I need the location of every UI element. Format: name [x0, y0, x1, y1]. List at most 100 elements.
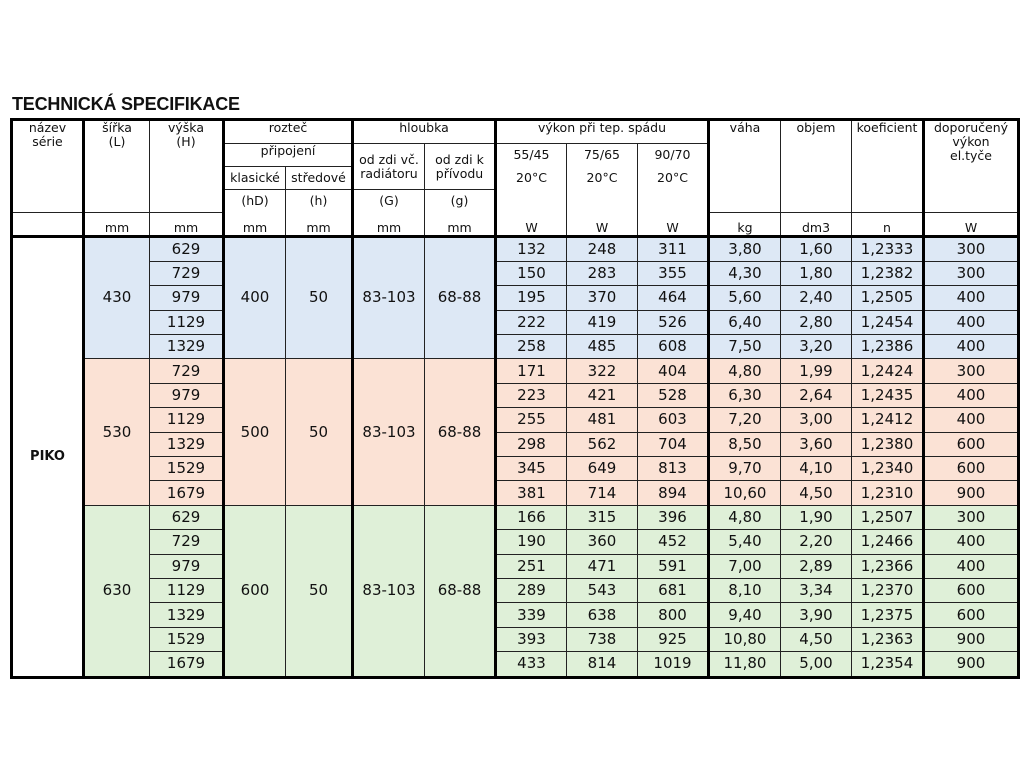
cell-75-65: 738: [566, 626, 638, 653]
cell-doporuceny: 600: [922, 456, 1019, 482]
cell-doporuceny: 300: [922, 358, 1019, 384]
cell-koeficient: 1,2382: [851, 260, 924, 287]
table-row: 630 629 600 50 83-103 68-88 166 315 396 4,80 1,90 1…: [12, 504, 1019, 678]
cell-vaha: 8,10: [707, 577, 781, 604]
table-body: PIKO 430 629 400 50 83-103 68-88 132 248 311 3,80 1…: [11, 235, 1019, 678]
cell-objem: 5,00: [780, 651, 852, 678]
cell-75-65: 471: [566, 553, 638, 579]
cell-objem: 4,50: [780, 480, 852, 506]
cell-doporuceny: 400: [922, 334, 1019, 360]
cell-vyska: 979: [149, 382, 224, 409]
cell-vaha: 6,30: [707, 382, 781, 409]
cell-55-45: 150: [494, 260, 567, 287]
cell-vaha: 3,80: [707, 235, 781, 262]
table-row: 1129 289 543 681 8,10 3,34 1,2370 600: [12, 577, 1019, 604]
cell-od-zdi-k: 68-88: [424, 235, 496, 360]
col-vykon: výkon při tep. spádu: [494, 119, 709, 144]
cell-od-zdi-vc: 83-103: [351, 235, 425, 360]
cell-vaha: 7,20: [707, 407, 781, 433]
cell-90-70: 1019: [637, 651, 709, 678]
cell-od-zdi-k: 68-88: [424, 504, 496, 678]
cell-90-70: 464: [637, 285, 709, 311]
cell-objem: 1,60: [780, 235, 852, 262]
cell-75-65: 814: [566, 651, 638, 678]
cell-vaha: 6,40: [707, 309, 781, 336]
cell-vyska: 979: [149, 553, 224, 579]
col-90-70: 90/70: [637, 143, 709, 167]
table-row: 1529 393 738 925 10,80 4,50 1,2363 900: [12, 626, 1019, 653]
cell-55-45: 339: [494, 602, 567, 628]
cell-od-zdi-vc: 83-103: [351, 504, 425, 678]
cell-90-70: 311: [637, 235, 709, 262]
cell-objem: 2,64: [780, 382, 852, 409]
cell-koeficient: 1,2340: [851, 456, 924, 482]
cell-objem: 3,90: [780, 602, 852, 628]
cell-objem: 3,60: [780, 431, 852, 458]
cell-doporuceny: 600: [922, 431, 1019, 458]
cell-objem: 1,99: [780, 358, 852, 384]
cell-doporuceny: 300: [922, 260, 1019, 287]
cell-doporuceny: 300: [922, 235, 1019, 262]
cell-objem: 2,20: [780, 529, 852, 555]
cell-75-65: 649: [566, 456, 638, 482]
cell-55-45: 258: [494, 334, 567, 360]
cell-55-45: 393: [494, 626, 567, 653]
cell-75-65: 283: [566, 260, 638, 287]
col-od-zdi-vc: od zdi vč. radiátoru: [351, 143, 425, 190]
cell-vyska: 1529: [149, 456, 224, 482]
cell-55-45: 195: [494, 285, 567, 311]
cell-koeficient: 1,2375: [851, 602, 924, 628]
cell-objem: 2,89: [780, 553, 852, 579]
cell-55-45: 433: [494, 651, 567, 678]
cell-vyska: 629: [149, 235, 224, 262]
cell-55-45: 298: [494, 431, 567, 458]
table-row: 1329 298 562 704 8,50 3,60 1,2380 600: [12, 431, 1019, 458]
cell-koeficient: 1,2386: [851, 334, 924, 360]
cell-stredove: 50: [285, 504, 353, 678]
cell-vaha: 8,50: [707, 431, 781, 458]
table-row: 1679 381 714 894 10,60 4,50 1,2310 900: [12, 480, 1019, 506]
cell-75-65: 562: [566, 431, 638, 458]
cell-75-65: 481: [566, 407, 638, 433]
cell-55-45: 255: [494, 407, 567, 433]
cell-90-70: 355: [637, 260, 709, 287]
cell-55-45: 223: [494, 382, 567, 409]
table-row: 530 729 500 50 83-103 68-88 171 322 404 4,80 1,99 1…: [12, 358, 1019, 506]
col-klasicke: klasické: [222, 166, 286, 190]
cell-doporuceny: 600: [922, 577, 1019, 604]
cell-75-65: 421: [566, 382, 638, 409]
cell-75-65: 638: [566, 602, 638, 628]
cell-koeficient: 1,2366: [851, 553, 924, 579]
series-name: PIKO: [11, 235, 84, 678]
cell-objem: 2,40: [780, 285, 852, 311]
cell-vaha: 11,80: [707, 651, 781, 678]
cell-55-45: 132: [494, 235, 567, 262]
cell-90-70: 452: [637, 529, 709, 555]
cell-koeficient: 1,2435: [851, 382, 924, 409]
cell-90-70: 813: [637, 456, 709, 482]
col-hloubka: hloubka: [351, 119, 496, 144]
cell-vaha: 5,60: [707, 285, 781, 311]
cell-vyska: 1329: [149, 602, 224, 628]
cell-55-45: 251: [494, 553, 567, 579]
table-row: PIKO 430 629 400 50 83-103 68-88 132 248 311 3,80 1…: [11, 235, 1019, 678]
cell-vyska: 729: [149, 529, 224, 555]
cell-objem: 4,10: [780, 456, 852, 482]
col-koeficient: koeficient: [851, 119, 924, 213]
cell-75-65: 360: [566, 529, 638, 555]
cell-55-45: 289: [494, 577, 567, 604]
cell-objem: 3,34: [780, 577, 852, 604]
cell-doporuceny: 900: [922, 480, 1019, 506]
cell-doporuceny: 400: [922, 529, 1019, 555]
cell-objem: 1,90: [780, 504, 852, 531]
cell-doporuceny: 300: [922, 504, 1019, 531]
cell-doporuceny: 400: [922, 407, 1019, 433]
cell-koeficient: 1,2505: [851, 285, 924, 311]
col-75-65: 75/65: [566, 143, 638, 167]
cell-vyska: 1329: [149, 431, 224, 458]
cell-75-65: 485: [566, 334, 638, 360]
table-row: 1329 339 638 800 9,40 3,90 1,2375 600: [12, 602, 1019, 628]
cell-koeficient: 1,2466: [851, 529, 924, 555]
cell-koeficient: 1,2454: [851, 309, 924, 336]
cell-koeficient: 1,2507: [851, 504, 924, 531]
